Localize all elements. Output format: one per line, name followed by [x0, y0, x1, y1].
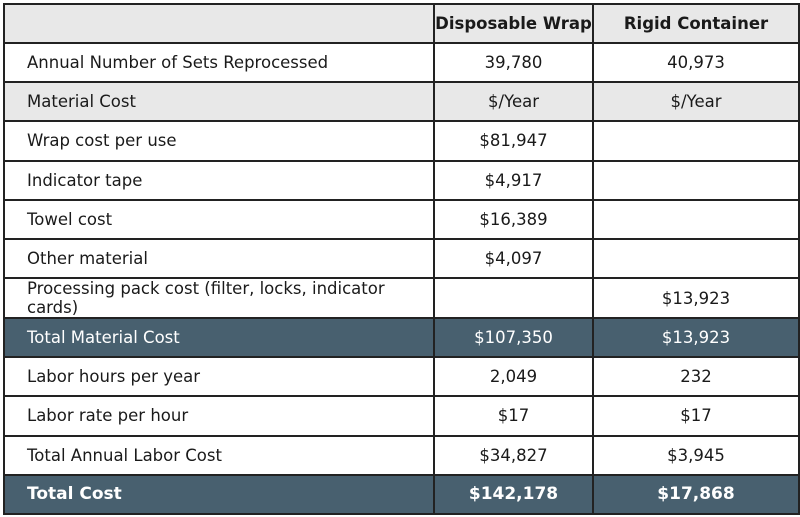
disposable-wrap-value: 39,780	[433, 42, 594, 84]
row-label: Total Material Cost	[3, 317, 435, 359]
header-blank-cell	[3, 2, 435, 45]
disposable-wrap-value: $34,827	[433, 434, 594, 476]
header-rigid-container: Rigid Container	[592, 2, 800, 45]
cost-comparison-table: Disposable Wrap Rigid Container Annual N…	[3, 2, 800, 516]
disposable-wrap-value: $16,389	[433, 198, 594, 240]
disposable-wrap-value: $142,178	[433, 473, 594, 516]
row-label: Annual Number of Sets Reprocessed	[3, 42, 435, 84]
total-material-cost-row: Total Material Cost $107,350 $13,923	[3, 317, 800, 359]
rigid-container-value: $/Year	[592, 81, 800, 123]
rigid-container-value: $13,923	[592, 276, 800, 320]
row-label: Labor rate per hour	[3, 395, 435, 437]
disposable-wrap-value: $4,097	[433, 237, 594, 279]
row-label: Total Cost	[3, 473, 435, 516]
row-label: Towel cost	[3, 198, 435, 240]
table-row: Labor hours per year 2,049 232	[3, 356, 800, 398]
row-label: Labor hours per year	[3, 356, 435, 398]
rigid-container-value	[592, 198, 800, 240]
rigid-container-value: $13,923	[592, 317, 800, 359]
disposable-wrap-value: $4,917	[433, 159, 594, 201]
row-label: Total Annual Labor Cost	[3, 434, 435, 476]
table-row: Indicator tape $4,917	[3, 159, 800, 201]
rigid-container-value	[592, 237, 800, 279]
disposable-wrap-value: 2,049	[433, 356, 594, 398]
disposable-wrap-value	[433, 276, 594, 320]
disposable-wrap-value: $/Year	[433, 81, 594, 123]
rigid-container-value	[592, 120, 800, 162]
row-label: Processing pack cost (filter, locks, ind…	[3, 276, 435, 320]
table-row: Total Annual Labor Cost $34,827 $3,945	[3, 434, 800, 476]
header-disposable-wrap: Disposable Wrap	[433, 2, 594, 45]
table-row: Other material $4,097	[3, 237, 800, 279]
disposable-wrap-value: $107,350	[433, 317, 594, 359]
row-label: Other material	[3, 237, 435, 279]
rigid-container-value: $17	[592, 395, 800, 437]
table-row: Annual Number of Sets Reprocessed 39,780…	[3, 42, 800, 84]
rigid-container-value: 232	[592, 356, 800, 398]
row-label: Indicator tape	[3, 159, 435, 201]
table-row: Processing pack cost (filter, locks, ind…	[3, 276, 800, 320]
row-label: Wrap cost per use	[3, 120, 435, 162]
rigid-container-value	[592, 159, 800, 201]
total-cost-row: Total Cost $142,178 $17,868	[3, 473, 800, 516]
disposable-wrap-value: $81,947	[433, 120, 594, 162]
table-row: Wrap cost per use $81,947	[3, 120, 800, 162]
rigid-container-value: 40,973	[592, 42, 800, 84]
rigid-container-value: $3,945	[592, 434, 800, 476]
row-label: Material Cost	[3, 81, 435, 123]
table-row: Material Cost $/Year $/Year	[3, 81, 800, 123]
rigid-container-value: $17,868	[592, 473, 800, 516]
disposable-wrap-value: $17	[433, 395, 594, 437]
table-header-row: Disposable Wrap Rigid Container	[3, 2, 800, 45]
table-row: Towel cost $16,389	[3, 198, 800, 240]
table-row: Labor rate per hour $17 $17	[3, 395, 800, 437]
